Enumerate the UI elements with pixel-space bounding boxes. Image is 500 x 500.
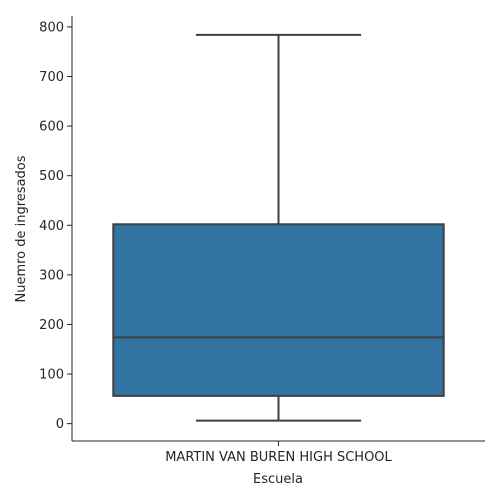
y-tick-label: 700 [39, 70, 64, 85]
y-tick-label: 800 [39, 20, 64, 35]
iqr-box [112, 223, 445, 397]
y-axis-label: Nuemro de ingresados [14, 155, 29, 302]
x-axis-ticks: MARTIN VAN BUREN HIGH SCHOOL [165, 441, 393, 465]
y-tick-label: 100 [39, 368, 64, 383]
y-tick-label: 0 [56, 417, 64, 432]
y-tick-label: 200 [39, 318, 64, 333]
x-tick-label: MARTIN VAN BUREN HIGH SCHOOL [165, 450, 392, 465]
x-axis-label: Escuela [253, 472, 303, 487]
plot-area [112, 33, 445, 422]
y-tick-label: 300 [39, 268, 64, 283]
y-tick-label: 500 [39, 169, 64, 184]
y-tick-label: 600 [39, 120, 64, 135]
box-group [112, 33, 445, 422]
y-tick-label: 400 [39, 219, 64, 234]
y-axis-ticks: 0 100 200 300 400 500 600 700 800 [39, 20, 72, 432]
